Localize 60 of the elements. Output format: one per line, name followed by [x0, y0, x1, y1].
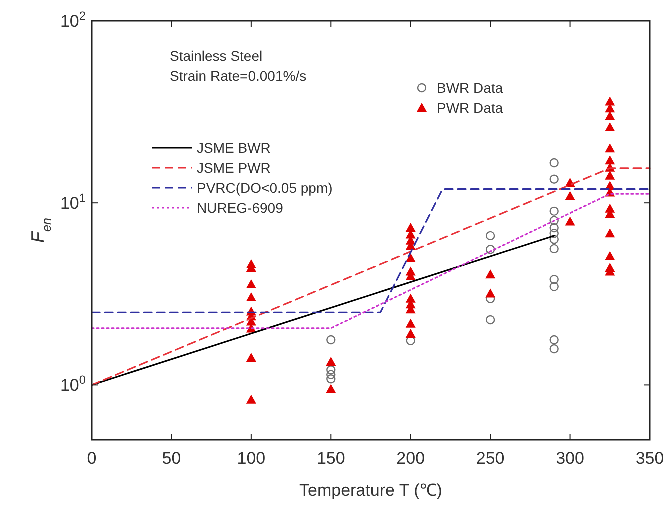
x-tick-label: 100: [237, 449, 266, 468]
point: [605, 96, 616, 106]
x-tick-label: 50: [162, 449, 182, 468]
point: [246, 394, 256, 404]
legend-label: JSME BWR: [197, 140, 271, 156]
point: [550, 282, 559, 292]
point: [486, 231, 496, 241]
y-tick-label: 10$^{1}$: [60, 191, 86, 214]
legend-label: NUREG-6909: [197, 200, 284, 216]
point: [550, 206, 559, 216]
point: [406, 253, 416, 262]
x-tick-label: 150: [316, 449, 346, 468]
point: [486, 270, 496, 279]
point: [550, 223, 559, 233]
point: [550, 344, 559, 354]
point: [246, 353, 256, 362]
x-tick-label: 200: [396, 449, 426, 468]
point: [605, 251, 616, 260]
point: [550, 216, 559, 226]
point: [565, 216, 576, 226]
point: [246, 292, 256, 302]
point: [486, 315, 496, 325]
legend-label: PVRC(DO<0.05 ppm): [197, 180, 333, 196]
annotation: Strain Rate=0.001%/s: [170, 68, 307, 84]
legend-label: JSME PWR: [197, 160, 271, 176]
point: [550, 275, 559, 284]
point: [326, 357, 336, 366]
annotation: Stainless Steel: [170, 48, 263, 64]
point: [246, 280, 256, 289]
point: [486, 288, 496, 298]
point: [605, 156, 616, 165]
legend-label: BWR Data: [437, 80, 504, 96]
point: [550, 228, 559, 238]
point: [326, 384, 336, 394]
point: [406, 222, 416, 232]
x-tick-label: 300: [556, 449, 584, 468]
point: [406, 329, 416, 338]
x-tick-label: 250: [476, 449, 505, 468]
point: [326, 374, 336, 384]
x-axis-title: Temperature T (℃): [300, 481, 442, 500]
point: [605, 170, 616, 180]
point: [605, 111, 616, 120]
point: [326, 370, 336, 380]
legend-label: PWR Data: [437, 100, 504, 116]
point: [326, 366, 336, 375]
point: [565, 191, 576, 200]
point: [605, 122, 616, 132]
point: [406, 318, 416, 328]
point: [550, 235, 559, 244]
point: [486, 245, 496, 254]
y-tick-label: 10$^{2}$: [60, 9, 86, 31]
point: [550, 158, 559, 168]
point: [605, 228, 616, 238]
y-tick-label: 10$^{0}$: [60, 373, 86, 396]
point: [326, 335, 336, 345]
point: [550, 335, 559, 345]
x-tick-label: 0: [87, 449, 97, 468]
point: [550, 244, 559, 254]
point: [550, 174, 559, 184]
point: [605, 144, 616, 153]
